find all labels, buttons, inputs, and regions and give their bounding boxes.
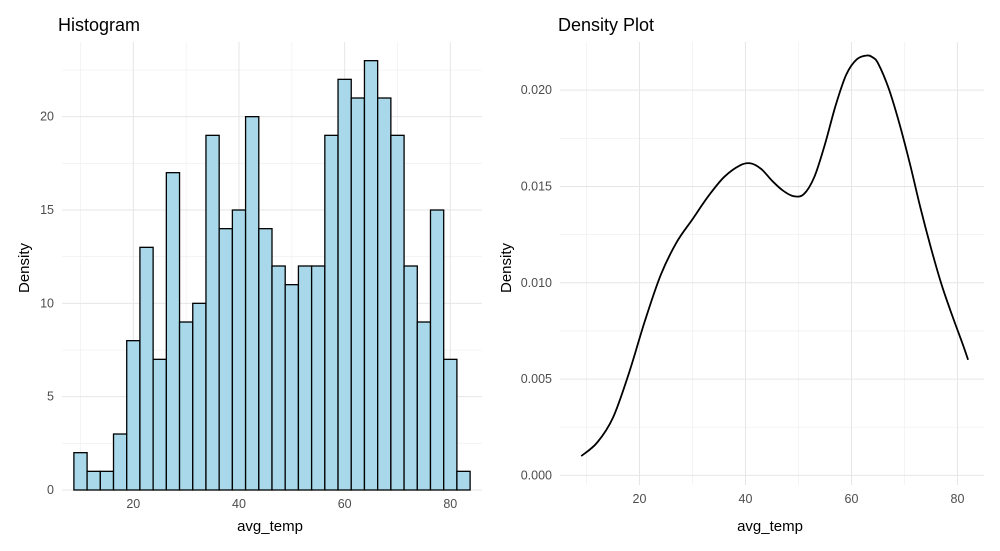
histogram-bar bbox=[363, 60, 379, 491]
histogram-bar bbox=[443, 358, 458, 491]
x-tick-label: 60 bbox=[338, 497, 352, 511]
y-tick-label: 5 bbox=[47, 390, 54, 404]
histogram-bar bbox=[403, 265, 418, 491]
y-tick-label: 10 bbox=[40, 296, 54, 310]
histogram-bar bbox=[218, 228, 234, 491]
histogram-bar bbox=[231, 209, 247, 491]
histogram-bar bbox=[429, 209, 445, 491]
y-tick-label: 15 bbox=[40, 203, 54, 217]
x-tick-label: 40 bbox=[232, 497, 246, 511]
x-tick-label: 20 bbox=[126, 497, 140, 511]
histogram-bars bbox=[73, 60, 471, 491]
density-title: Density Plot bbox=[558, 15, 654, 35]
histogram-bar bbox=[152, 358, 167, 491]
histogram-bar bbox=[390, 134, 405, 491]
histogram-x-ticks: 20 40 60 80 bbox=[126, 497, 457, 511]
histogram-bar bbox=[165, 172, 181, 491]
y-tick-label: 0.020 bbox=[521, 83, 552, 97]
x-tick-label: 40 bbox=[739, 492, 753, 506]
histogram-bar bbox=[205, 134, 220, 491]
histogram-bar bbox=[86, 470, 101, 491]
histogram-bar bbox=[310, 265, 326, 491]
x-tick-label: 60 bbox=[845, 492, 859, 506]
histogram-bar bbox=[244, 116, 260, 491]
histogram-bar bbox=[416, 321, 432, 491]
x-tick-label: 80 bbox=[443, 497, 457, 511]
density-y-axis-label: Density bbox=[498, 242, 515, 293]
density-curve bbox=[580, 54, 969, 457]
histogram-bar bbox=[284, 284, 300, 491]
density-x-ticks: 20 40 60 80 bbox=[633, 492, 965, 506]
y-tick-label: 0.015 bbox=[521, 179, 552, 193]
histogram-bar bbox=[126, 340, 141, 491]
density-x-axis-label: avg_temp bbox=[737, 518, 803, 535]
y-tick-label: 0 bbox=[47, 483, 54, 497]
histogram-bar bbox=[178, 321, 194, 491]
histogram-bar bbox=[456, 470, 471, 491]
histogram-bar bbox=[73, 452, 88, 491]
histogram-x-axis-label: avg_temp bbox=[237, 518, 303, 535]
histogram-bar bbox=[99, 470, 115, 491]
density-panel: Density Plot avg_temp Density 20 40 60 80 0… bbox=[498, 15, 984, 535]
histogram-bar bbox=[258, 228, 273, 491]
histogram-bar bbox=[337, 78, 352, 491]
histogram-bar bbox=[377, 97, 392, 491]
histogram-bar bbox=[271, 265, 286, 491]
density-grid bbox=[560, 42, 984, 485]
histogram-bar bbox=[297, 265, 313, 491]
histogram-y-ticks: 0 5 10 15 20 bbox=[40, 110, 54, 497]
histogram-bar bbox=[112, 433, 128, 491]
histogram-bar bbox=[139, 246, 154, 491]
y-tick-label: 0.005 bbox=[521, 372, 552, 386]
histogram-title: Histogram bbox=[58, 15, 140, 35]
histogram-y-axis-label: Density bbox=[16, 242, 33, 293]
x-tick-label: 20 bbox=[633, 492, 647, 506]
histogram-panel: Histogram avg_temp Density 20 40 60 80 0 5 10… bbox=[16, 15, 482, 535]
y-tick-label: 0.010 bbox=[521, 276, 552, 290]
histogram-bar bbox=[192, 302, 207, 491]
y-tick-label: 0.000 bbox=[521, 468, 552, 482]
density-y-ticks: 0.000 0.005 0.010 0.015 0.020 bbox=[521, 83, 552, 482]
x-tick-label: 80 bbox=[951, 492, 965, 506]
histogram-bar bbox=[324, 134, 339, 491]
y-tick-label: 20 bbox=[40, 110, 54, 124]
histogram-bar bbox=[350, 97, 366, 491]
